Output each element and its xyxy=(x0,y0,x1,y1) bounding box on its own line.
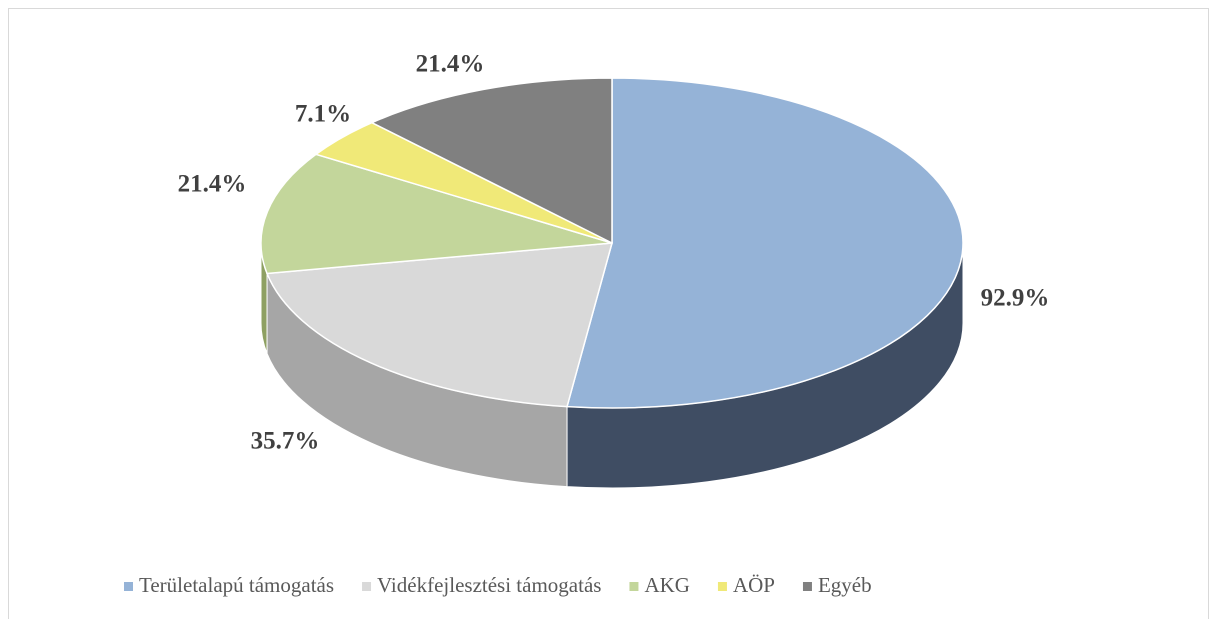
legend-label: Vidékfejlesztési támogatás xyxy=(377,573,601,597)
legend-label: Egyéb xyxy=(818,573,872,597)
data-label: 92.9% xyxy=(981,285,1050,312)
chart-frame xyxy=(8,8,1209,619)
legend-label: Területalapú támogatás xyxy=(139,573,334,597)
legend-label: AKG xyxy=(644,573,690,597)
slice xyxy=(265,242,614,408)
legend-swatch xyxy=(802,582,812,591)
slice xyxy=(370,77,613,245)
legend-swatch xyxy=(124,582,133,591)
legend-swatch xyxy=(717,582,727,591)
legend-swatch xyxy=(629,582,639,591)
slice xyxy=(566,77,964,409)
data-label: 21.4% xyxy=(416,51,485,78)
data-label: 21.4% xyxy=(178,171,247,198)
legend-label: AÖP xyxy=(733,573,775,597)
slice xyxy=(260,153,613,275)
legend-swatch xyxy=(362,582,372,591)
data-label: 7.1% xyxy=(295,101,351,128)
data-label: 35.7% xyxy=(251,428,320,455)
